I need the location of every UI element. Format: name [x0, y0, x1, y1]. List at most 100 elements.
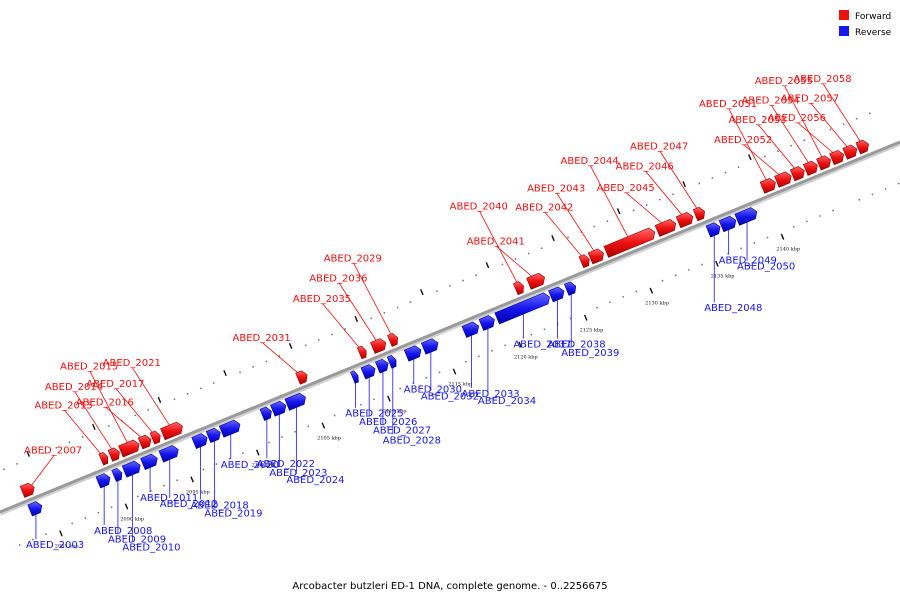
gene-label[interactable]: ABED_2045 [597, 183, 655, 194]
gene-abed_2037[interactable] [494, 292, 550, 325]
gene-abed_2014[interactable] [107, 447, 120, 462]
gene-abed_2029[interactable] [387, 332, 398, 347]
gene-label[interactable]: ABED_2050 [737, 262, 795, 273]
gene-label[interactable]: ABED_2047 [630, 141, 688, 152]
gene-abed_2007[interactable] [19, 482, 35, 498]
gene-label[interactable]: ABED_2013 [34, 400, 92, 411]
gene-label[interactable]: ABED_2057 [781, 93, 839, 104]
gene-abed_2027[interactable] [375, 358, 389, 374]
gene-abed_2021[interactable] [160, 421, 183, 441]
gene-label[interactable]: ABED_2031 [233, 333, 291, 344]
gene-abed_2010[interactable] [121, 460, 141, 478]
gene-label[interactable]: ABED_2012 [160, 499, 218, 510]
gene-label[interactable]: ABED_2010 [122, 542, 180, 553]
gene-abed_2052[interactable] [774, 171, 792, 188]
gene-abed_2015[interactable] [118, 439, 140, 458]
gene-label[interactable]: ABED_2032 [421, 392, 479, 403]
gene-label[interactable]: ABED_2003 [26, 540, 84, 551]
gene-label[interactable]: ABED_2028 [383, 435, 441, 446]
gene-abed_2055[interactable] [816, 155, 831, 171]
gene-label[interactable]: ABED_2048 [704, 303, 762, 314]
gene-abed_2045[interactable] [654, 218, 677, 237]
gene-label[interactable]: ABED_2042 [515, 203, 573, 214]
gene-abed_2033[interactable] [461, 321, 480, 338]
gene-label[interactable]: ABED_2055 [755, 76, 813, 87]
gene-label[interactable]: ABED_2009 [108, 534, 166, 545]
gene-label[interactable]: ABED_2054 [742, 96, 800, 107]
gene-abed_2058[interactable] [855, 139, 869, 155]
gene-abed_2020[interactable] [218, 419, 241, 438]
gene-abed_2019[interactable] [205, 427, 221, 444]
gene-label[interactable]: ABED_2038 [547, 340, 605, 351]
gene-abed_2017[interactable] [149, 430, 161, 445]
gene-label[interactable]: ABED_2046 [616, 161, 674, 172]
gene-label[interactable]: ABED_2027 [373, 425, 431, 436]
gene-label[interactable]: ABED_2029 [324, 253, 382, 264]
gene-label[interactable]: ABED_2052 [714, 135, 772, 146]
gene-abed_2013[interactable] [98, 451, 109, 466]
gene-label[interactable]: ABED_2024 [286, 475, 344, 486]
gene-abed_2024[interactable] [284, 392, 306, 411]
gene-label[interactable]: ABED_2030 [404, 385, 462, 396]
gene-abed_2054[interactable] [802, 160, 818, 176]
gene-abed_2046[interactable] [675, 211, 694, 229]
gene-abed_2025[interactable] [350, 370, 359, 384]
gene-label[interactable]: ABED_2049 [719, 255, 777, 266]
gene-label[interactable]: ABED_2017 [86, 379, 144, 390]
gene-abed_2032[interactable] [420, 338, 439, 355]
gene-label[interactable]: ABED_2008 [94, 526, 152, 537]
gene-abed_2030[interactable] [403, 345, 422, 362]
gene-abed_2049[interactable] [718, 215, 737, 233]
gene-label[interactable]: ABED_2044 [561, 156, 619, 167]
gene-label[interactable]: ABED_2011 [140, 493, 198, 504]
gene-label[interactable]: ABED_2037 [513, 340, 571, 351]
gene-label[interactable]: ABED_2007 [24, 446, 82, 457]
gene-label[interactable]: ABED_2053 [728, 115, 786, 126]
gene-abed_2022[interactable] [259, 406, 272, 421]
gene-abed_2042[interactable] [578, 254, 590, 269]
gene-label[interactable]: ABED_2051 [699, 99, 757, 110]
gene-abed_2008[interactable] [95, 473, 111, 489]
gene-abed_2016[interactable] [137, 434, 152, 450]
gene-label[interactable]: ABED_2022 [257, 459, 315, 470]
gene-abed_2050[interactable] [734, 207, 758, 226]
gene-label[interactable]: ABED_2016 [76, 397, 134, 408]
gene-abed_2038[interactable] [548, 286, 565, 303]
gene-abed_2057[interactable] [842, 144, 858, 160]
gene-label[interactable]: ABED_2019 [204, 509, 262, 520]
gene-label[interactable]: ABED_2020 [221, 460, 279, 471]
gene-label[interactable]: ABED_2033 [462, 389, 520, 400]
gene-label[interactable]: ABED_2025 [345, 409, 403, 420]
gene-abed_2056[interactable] [829, 149, 845, 166]
gene-label[interactable]: ABED_2039 [561, 348, 619, 359]
gene-abed_2043[interactable] [587, 248, 604, 265]
gene-abed_2034[interactable] [478, 315, 495, 331]
gene-label[interactable]: ABED_2021 [103, 358, 161, 369]
gene-label[interactable]: ABED_2018 [191, 500, 249, 511]
gene-abed_2051[interactable] [759, 178, 776, 194]
gene-abed_2047[interactable] [692, 206, 705, 222]
gene-abed_2035[interactable] [356, 345, 367, 360]
gene-abed_2053[interactable] [789, 166, 805, 182]
gene-abed_2036[interactable] [370, 338, 387, 354]
gene-abed_2011[interactable] [140, 453, 158, 471]
gene-abed_2003[interactable] [27, 501, 43, 517]
gene-abed_2040[interactable] [513, 281, 524, 296]
gene-label[interactable]: ABED_2036 [309, 273, 367, 284]
gene-label[interactable]: ABED_2035 [293, 294, 351, 305]
gene-label[interactable]: ABED_2026 [359, 417, 417, 428]
gene-label[interactable]: ABED_2041 [467, 237, 525, 248]
gene-abed_2012[interactable] [158, 445, 179, 463]
gene-abed_2044[interactable] [603, 227, 656, 258]
gene-abed_2048[interactable] [705, 222, 721, 238]
gene-label[interactable]: ABED_2023 [269, 468, 327, 479]
gene-label[interactable]: ABED_2040 [450, 202, 508, 213]
gene-abed_2031[interactable] [295, 370, 308, 385]
gene-abed_2018[interactable] [191, 433, 208, 449]
gene-abed_2039[interactable] [563, 281, 577, 296]
gene-label[interactable]: ABED_2015 [60, 362, 118, 373]
gene-label[interactable]: ABED_2056 [768, 113, 826, 124]
gene-label[interactable]: ABED_2014 [45, 382, 103, 393]
gene-abed_2009[interactable] [111, 467, 123, 482]
gene-label[interactable]: ABED_2043 [527, 184, 585, 195]
